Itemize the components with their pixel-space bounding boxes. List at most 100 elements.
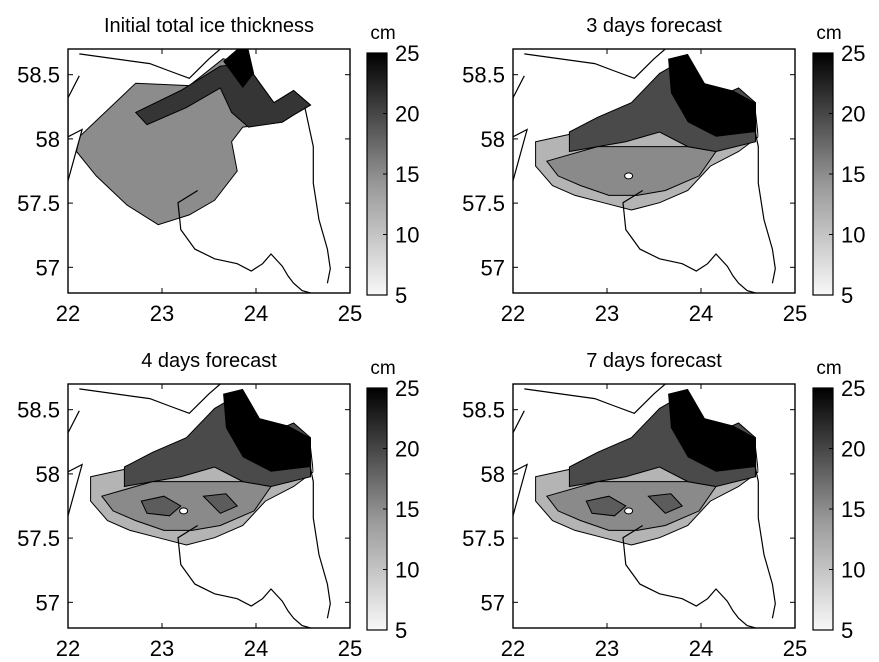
coastline (524, 384, 666, 414)
y-tick-label: 57.5 (17, 191, 60, 216)
coastline (177, 524, 311, 628)
colorbar-tick-label: 25 (841, 376, 865, 401)
y-tick-label: 57.5 (462, 526, 505, 551)
panel-3: 22 23 24 25 58.5 58 57.5 57 4 days forecast 25 20 1… (17, 350, 419, 661)
ice-patch (202, 493, 239, 514)
ice-region-mid (100, 481, 272, 531)
ice-field (68, 384, 350, 628)
open-water-patch (624, 507, 634, 515)
colorbar-tick-label: 20 (395, 437, 419, 462)
colorbar-tick-label: 20 (841, 102, 865, 127)
coastline (513, 410, 529, 516)
y-tick-label: 57 (481, 590, 505, 615)
x-tick-label: 23 (595, 636, 619, 661)
panel-title: 4 days forecast (141, 350, 277, 372)
panel-title: 7 days forecast (586, 350, 722, 372)
x-tick-label: 22 (501, 636, 525, 661)
x-tick-label: 22 (56, 301, 80, 326)
y-tick-label: 57.5 (462, 191, 505, 216)
coastline (177, 189, 311, 293)
y-tick-label: 58.5 (17, 63, 60, 88)
land-north (68, 49, 221, 98)
ice-region-max (668, 53, 756, 137)
colorbar-tick-label: 5 (395, 283, 407, 308)
coastline (68, 410, 84, 516)
y-tick-label: 58.5 (17, 398, 60, 423)
x-tick-label: 24 (244, 301, 268, 326)
open-water-patch (179, 507, 189, 515)
land-north (513, 49, 666, 98)
axes-frame (67, 48, 351, 294)
coastline (749, 107, 776, 284)
ice-region-mid (545, 146, 717, 196)
coastline (79, 384, 221, 414)
y-tick-label: 57 (36, 255, 60, 280)
colorbar-unit-label: cm (816, 23, 841, 44)
land-east (758, 442, 795, 628)
x-tick-label: 23 (150, 301, 174, 326)
axes-frame (67, 383, 351, 629)
ice-region-max (668, 388, 756, 472)
colorbar-tick-label: 10 (395, 558, 419, 583)
y-tick-label: 58.5 (462, 63, 505, 88)
coastline (304, 442, 331, 619)
colorbar-tick-label: 15 (395, 497, 419, 522)
coastline (304, 107, 331, 284)
x-tick-label: 24 (689, 301, 713, 326)
coastline (68, 75, 84, 181)
coastline (622, 524, 756, 628)
x-tick-label: 25 (783, 636, 807, 661)
colorbar-tick-label: 15 (841, 162, 865, 187)
axes-frame (512, 48, 796, 294)
x-tick-label: 25 (338, 301, 362, 326)
colorbar-unit-label: cm (370, 23, 395, 44)
panel-1: 22 23 24 25 58.5 58 57.5 57 Initial total ice th… (17, 15, 419, 326)
x-tick-label: 23 (595, 301, 619, 326)
y-tick-label: 57.5 (17, 526, 60, 551)
land-east (313, 442, 350, 628)
coastline (749, 442, 776, 619)
colorbar-tick-label: 5 (841, 283, 853, 308)
y-tick-label: 57 (481, 255, 505, 280)
y-tick-label: 58 (481, 127, 505, 152)
ice-patch (647, 493, 684, 514)
coastline (513, 75, 529, 181)
ice-region-mid (545, 481, 717, 531)
land-east (758, 107, 795, 293)
y-tick-label: 58.5 (462, 398, 505, 423)
colorbar-tick-label: 25 (395, 41, 419, 66)
coastline (622, 189, 756, 293)
ice-field (513, 49, 795, 293)
colorbar-tick-label: 20 (395, 102, 419, 127)
ice-region-max (223, 49, 255, 88)
land-north (68, 384, 221, 433)
land-east (313, 107, 350, 293)
y-tick-label: 58 (481, 462, 505, 487)
ice-field (513, 384, 795, 628)
x-tick-label: 24 (689, 636, 713, 661)
colorbar-tick-label: 15 (841, 497, 865, 522)
colorbar-tick-label: 20 (841, 437, 865, 462)
y-tick-label: 57 (36, 590, 60, 615)
open-water-patch (624, 172, 634, 180)
panel-title: 3 days forecast (586, 15, 722, 37)
ice-region-max (223, 388, 311, 472)
axes-frame (512, 383, 796, 629)
ice-field (68, 49, 350, 293)
ice-patch (140, 495, 182, 517)
panel-title: Initial total ice thickness (104, 15, 314, 37)
colorbar-tick-label: 10 (841, 223, 865, 248)
panel-2: 22 23 24 25 58.5 58 57.5 57 3 days forecast 25 20 1… (462, 15, 865, 326)
x-tick-label: 24 (244, 636, 268, 661)
colorbar-unit-label: cm (816, 358, 841, 379)
colorbar-tick-label: 10 (395, 223, 419, 248)
coastline (524, 49, 666, 79)
ice-patch (585, 495, 627, 517)
colorbar-tick-label: 15 (395, 162, 419, 187)
colorbar-tick-label: 25 (395, 376, 419, 401)
panel-4: 22 23 24 25 58.5 58 57.5 57 7 days forecast 25 20 1… (462, 350, 865, 661)
colorbar-unit-label: cm (370, 358, 395, 379)
colorbar-tick-label: 10 (841, 558, 865, 583)
x-tick-label: 25 (338, 636, 362, 661)
